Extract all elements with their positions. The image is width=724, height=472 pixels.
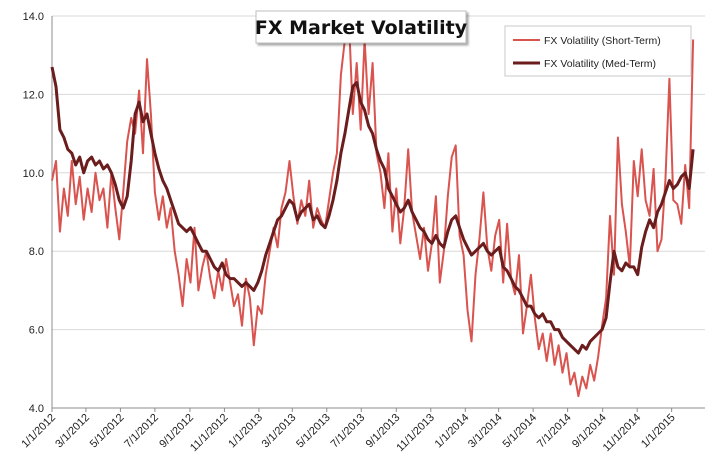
chart-title: FX Market Volatility xyxy=(255,17,468,39)
y-tick-label: 8.0 xyxy=(29,246,44,258)
y-tick-label: 4.0 xyxy=(29,403,44,415)
series-lines xyxy=(50,15,695,398)
legend: FX Volatility (Short-Term) FX Volatility… xyxy=(504,25,692,77)
legend-label-short-term: FX Volatility (Short-Term) xyxy=(544,35,661,47)
legend-label-med-term: FX Volatility (Med-Term) xyxy=(544,58,656,70)
title-frame xyxy=(255,10,467,44)
y-tick-label: 6.0 xyxy=(29,325,44,337)
y-tick-label: 12.0 xyxy=(23,89,44,101)
y-tick-label: 14.0 xyxy=(23,11,44,23)
series-line-med-term xyxy=(50,66,695,355)
legend-frame xyxy=(504,25,692,77)
y-tick-label: 10.0 xyxy=(23,168,44,180)
title-box: FX Market Volatility xyxy=(255,10,468,44)
series-line-short-term xyxy=(51,15,695,398)
